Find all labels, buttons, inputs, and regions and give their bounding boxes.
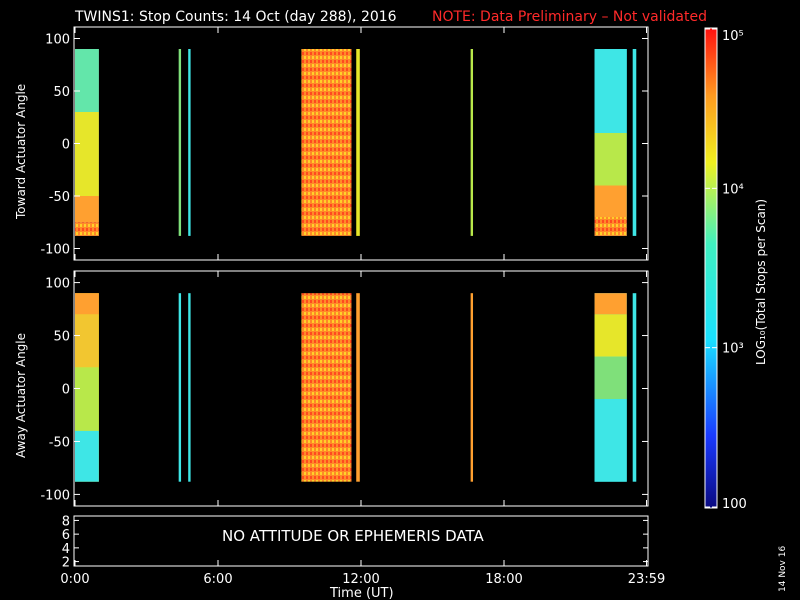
colorbar-tick-label-2: 10³ [722, 342, 744, 357]
toward-heatmap [75, 49, 637, 236]
away-block-1 [178, 293, 182, 482]
colorbar-tick-label-0: 10⁵ [722, 29, 744, 44]
away-ytick-label-3: -50 [49, 435, 70, 450]
toward-block-6-band-3 [594, 49, 627, 133]
colorbar [704, 27, 718, 509]
away-block-6-band-1 [594, 314, 627, 357]
colorbar-ticks: 10⁵ 10⁴ 10³ 100 [705, 28, 747, 512]
x-tick-label-0: 0:00 [60, 572, 89, 587]
toward-block-0-band-1 [75, 196, 99, 223]
x-tick-label-2: 12:00 [342, 572, 379, 587]
attitude-ytick-label-3: 2 [62, 556, 70, 571]
toward-block-0-band-0 [75, 222, 99, 236]
x-axis-title: Time (UT) [329, 586, 394, 600]
away-ytick-label-4: -100 [40, 488, 70, 503]
away-block-7 [632, 293, 637, 482]
toward-panel-frame [73, 26, 649, 261]
away-block-3 [301, 293, 352, 482]
toward-ytick-label-2: 0 [62, 138, 70, 153]
away-block-2 [188, 293, 191, 482]
toward-y-label: Toward Actuator Angle [14, 84, 28, 220]
toward-block-7 [632, 49, 637, 236]
away-block-0-band-0 [75, 293, 99, 315]
toward-block-0-band-2 [75, 112, 99, 196]
colorbar-tick-label-3: 100 [722, 497, 747, 512]
away-block-0-band-2 [75, 367, 99, 431]
colorbar-label: LOG₁₀(Total Stops per Scan) [754, 199, 768, 365]
colorbar-tick-label-1: 10⁴ [722, 182, 744, 197]
toward-block-6-band-1 [594, 185, 627, 217]
x-tick-label-1: 6:00 [203, 572, 232, 587]
toward-block-1 [178, 49, 182, 236]
toward-block-6-band-2 [594, 133, 627, 186]
toward-block-3 [301, 49, 352, 236]
away-panel-frame [73, 270, 649, 507]
preliminary-note: NOTE: Data Preliminary – Not validated [432, 9, 707, 25]
away-heatmap [75, 293, 637, 482]
toward-ytick-label-3: -50 [49, 190, 70, 205]
attitude-ytick-label-0: 8 [62, 514, 70, 529]
attitude-ytick-label-1: 6 [62, 528, 70, 543]
toward-ytick-label-4: -100 [40, 243, 70, 258]
away-block-4 [356, 293, 360, 482]
attitude-ytick-label-2: 4 [62, 542, 70, 557]
toward-ytick-label-1: 50 [53, 85, 70, 100]
away-block-6-band-0 [594, 293, 627, 315]
away-ytick-label-2: 0 [62, 383, 70, 398]
away-ytick-label-0: 100 [45, 277, 70, 292]
toward-block-5 [470, 49, 474, 236]
away-block-6-band-2 [594, 356, 627, 400]
x-tick-label-3: 18:00 [485, 572, 522, 587]
away-y-label: Away Actuator Angle [14, 333, 28, 458]
away-block-0-band-1 [75, 314, 99, 368]
toward-ytick-label-0: 100 [45, 33, 70, 48]
chart-title: TWINS1: Stop Counts: 14 Oct (day 288), 2… [74, 9, 397, 25]
date-stamp: 14 Nov 16 [778, 546, 788, 592]
away-ytick-label-1: 50 [53, 330, 70, 345]
x-tick-label-4: 23:59 [628, 572, 665, 587]
away-block-5 [470, 293, 474, 482]
toward-block-2 [188, 49, 191, 236]
toward-block-6-band-0 [594, 217, 627, 236]
toward-block-0-band-3 [75, 49, 99, 112]
no-data-message: NO ATTITUDE OR EPHEMERIS DATA [222, 527, 485, 545]
toward-block-4 [356, 49, 360, 236]
away-block-0-band-3 [75, 430, 99, 482]
away-block-6-band-3 [594, 399, 627, 482]
